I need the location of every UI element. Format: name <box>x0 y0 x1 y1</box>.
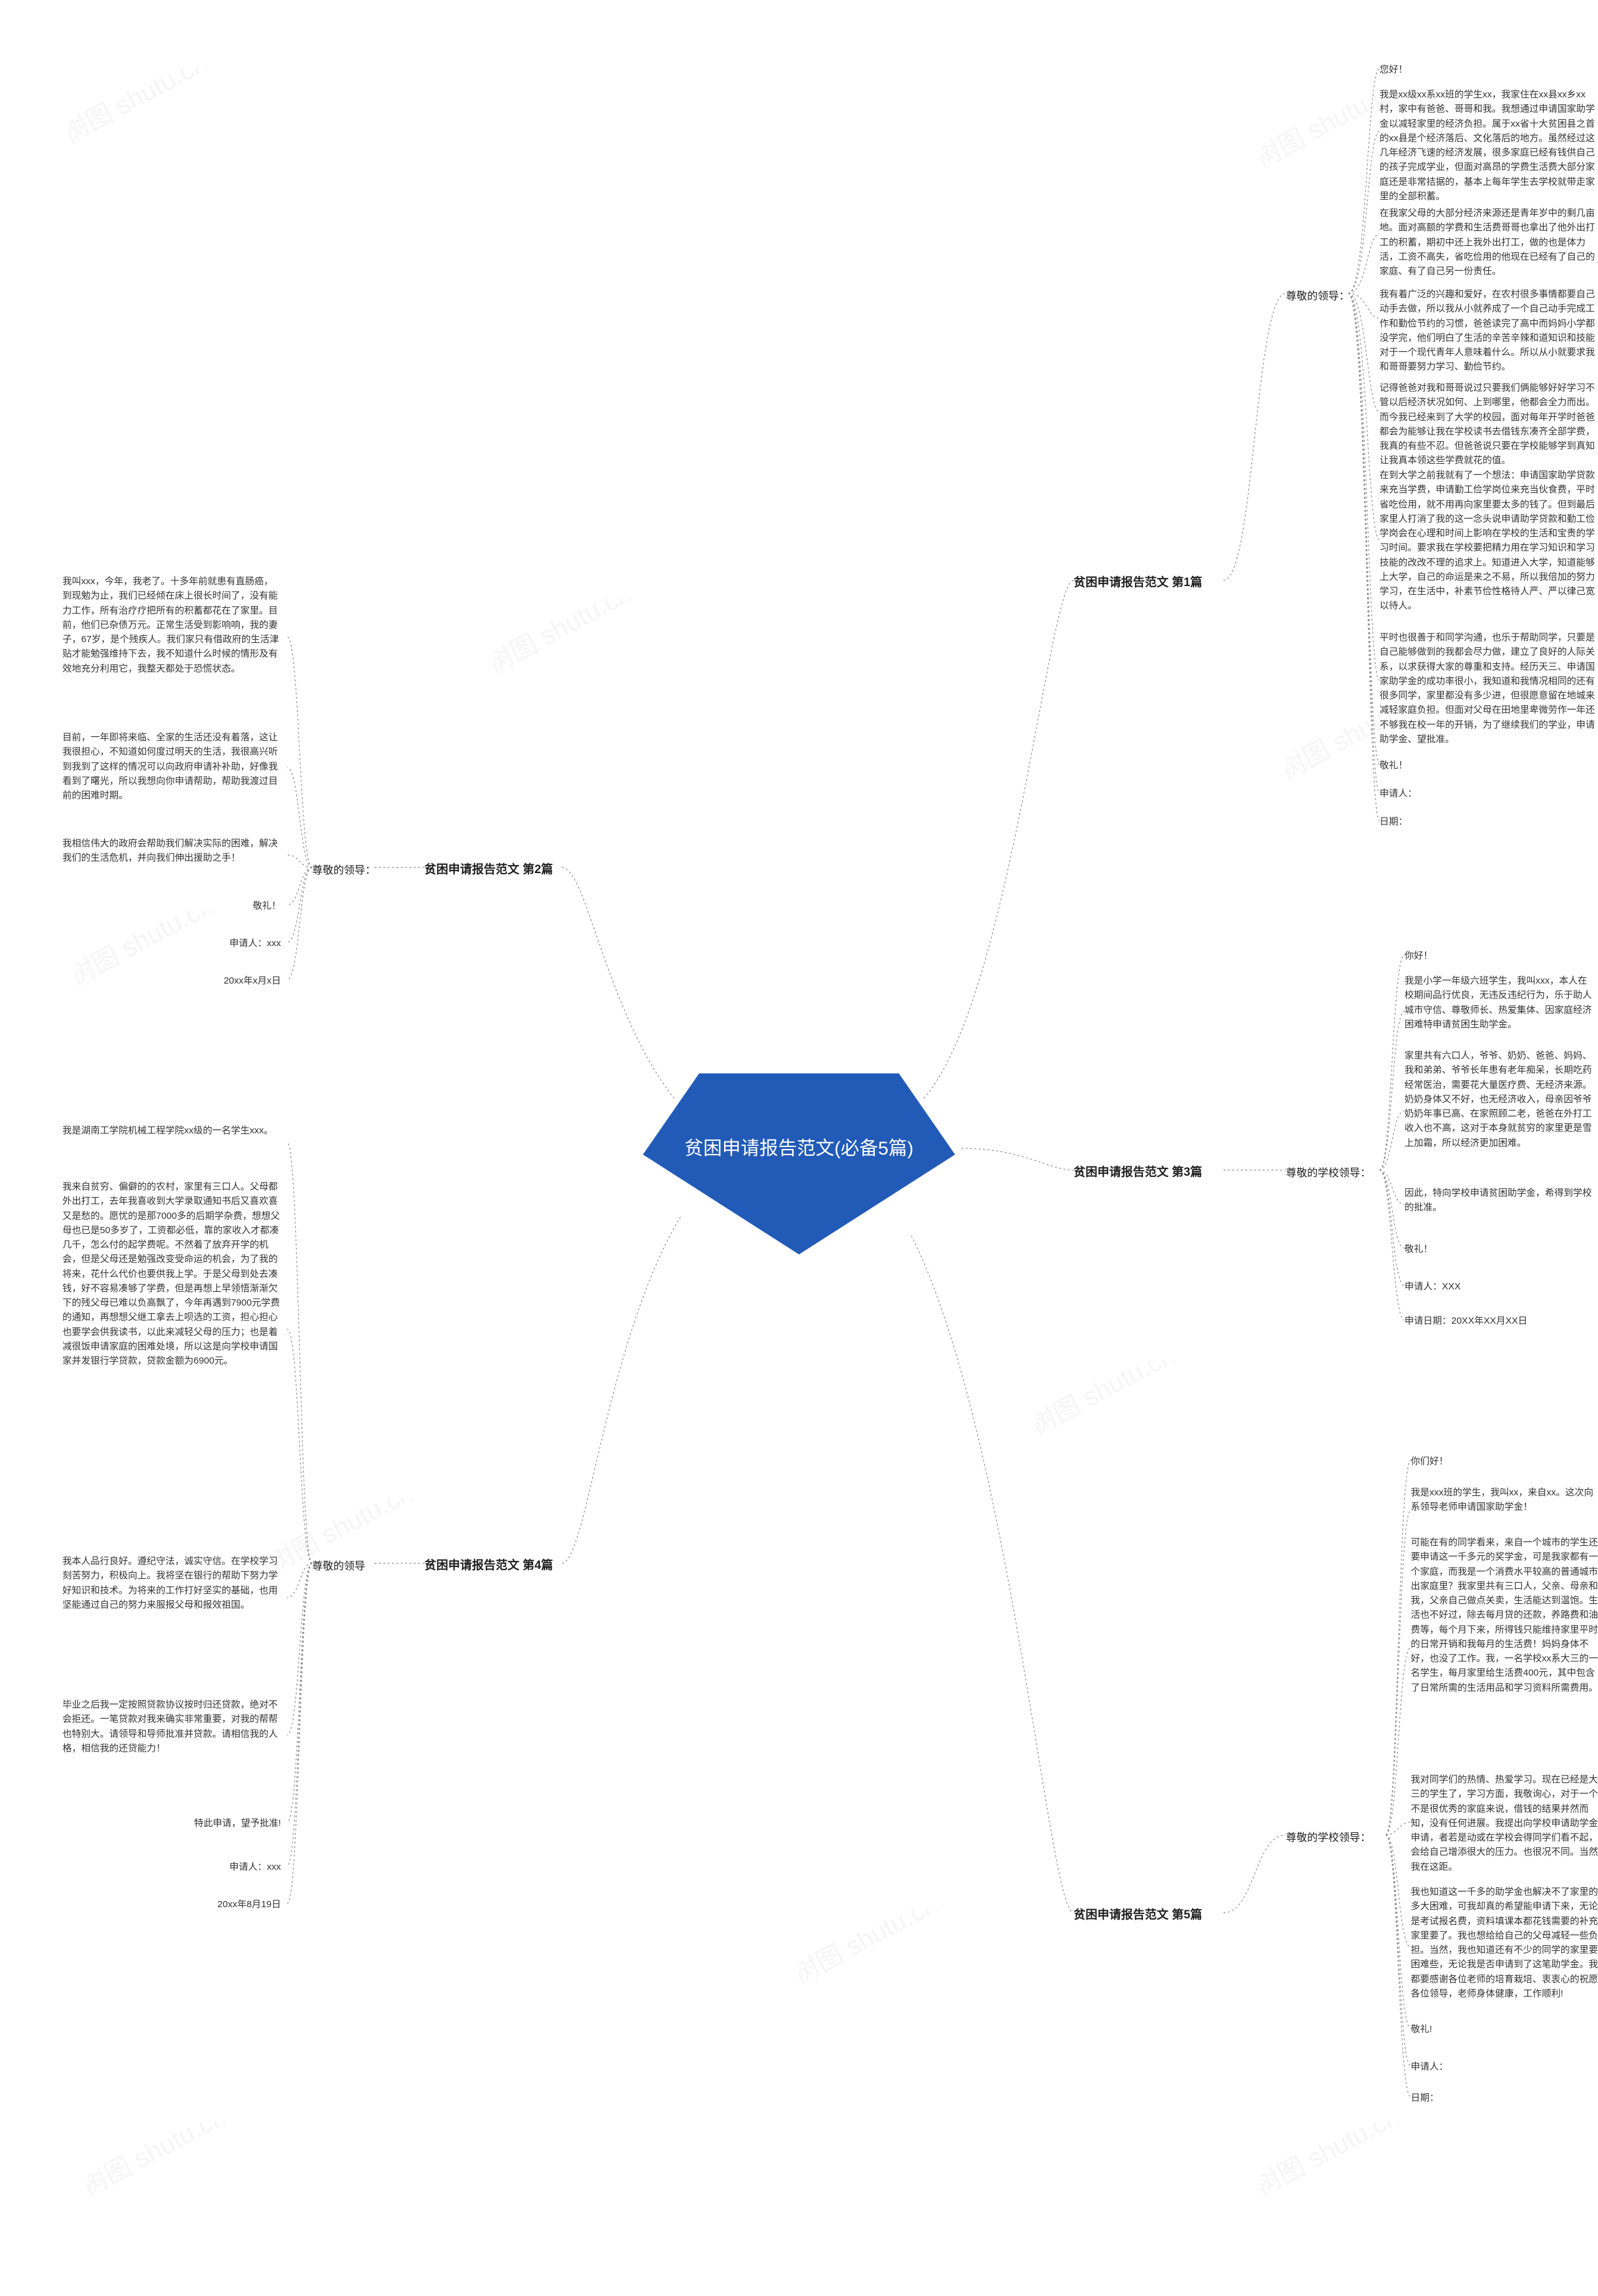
b2-leaf: 申请人：xxx <box>62 936 281 950</box>
b1-leaf: 敬礼！ <box>1380 758 1504 773</box>
b3-leaf: 申请人：XXX <box>1404 1279 1529 1294</box>
b2-leaf: 目前，一年即将来临、全家的生活还没有着落，这让我很担心，不知道如何度过明天的生活… <box>62 730 281 803</box>
branch-5: 贫困申请报告范文 第5篇 <box>1074 1905 1202 1922</box>
watermark: 树图 shutu.cn <box>1261 2122 1404 2202</box>
b4-leaf: 我本人品行良好。遵纪守法，诚实守信。在学校学习刻苦努力，积极向上。我将坚在银行的… <box>62 1554 281 1612</box>
b3-leaf: 我是小学一年级六班学生，我叫xxx，本人在校期间品行优良，无违反违纪行为，乐于助… <box>1404 974 1592 1032</box>
b1-leaf: 在我家父母的大部分经济来源还是青年岁中的剩几亩地。面对高额的学费和生活费哥哥也拿… <box>1380 206 1598 278</box>
b1-leaf: 您好！ <box>1380 62 1504 77</box>
b2-leaf: 我相信伟大的政府会帮助我们解决实际的困难，解决我们的生活危机，并向我们伸出援助之… <box>62 836 281 866</box>
watermark: 树图 shutu.cn <box>1036 1361 1179 1440</box>
branch-1-sub: 尊敬的领导： <box>1286 287 1350 303</box>
watermark: 树图 shutu.cn <box>69 69 212 149</box>
root-label: 贫困申请报告范文(必备5篇) <box>647 1135 951 1163</box>
b4-leaf: 20xx年8月19日 <box>62 1897 281 1912</box>
b3-leaf: 家里共有六口人，爷爷、奶奶、爸爸、妈妈、我和弟弟、爷爷长年患有老年痴呆，长期吃药… <box>1404 1048 1592 1150</box>
b2-leaf: 敬礼！ <box>62 899 281 913</box>
branch-2: 贫困申请报告范文 第2篇 <box>424 860 553 877</box>
b1-leaf: 记得爸爸对我和哥哥说过只要我们俩能够好好学习不管以后经济状况如何、上到哪里，他都… <box>1380 381 1598 468</box>
b1-leaf: 平时也很善于和同学沟通，也乐于帮助同学，只要是自己能够做到的我都会尽力做，建立了… <box>1380 630 1598 746</box>
b5-leaf: 敬礼! <box>1411 2022 1536 2036</box>
b1-leaf: 在到大学之前我就有了一个想法：申请国家助学贷款来充当学费，申请勤工俭学岗位来充当… <box>1380 468 1598 613</box>
b2-leaf: 我叫xxx，今年，我老了。十多年前就患有直肠癌，到现勉为止，我们已经倾在床上很长… <box>62 574 281 676</box>
branch-3: 贫困申请报告范文 第3篇 <box>1074 1163 1202 1180</box>
b5-leaf: 我也知道这一千多的助学金也解决不了家里的多大困难，可我却真的希望能申请下来，无论… <box>1411 1885 1598 2001</box>
root-node: 贫困申请报告范文(必备5篇) <box>637 1036 961 1261</box>
b1-leaf: 申请人： <box>1380 786 1504 801</box>
b5-leaf: 日期： <box>1411 2091 1536 2105</box>
watermark: 树图 shutu.cn <box>799 1910 942 1990</box>
b2-leaf: 20xx年x月x日 <box>62 974 281 988</box>
branch-5-sub: 尊敬的学校领导： <box>1286 1829 1371 1844</box>
b3-leaf: 因此，特向学校申请贫困助学金，希得到学校的批准。 <box>1404 1186 1592 1215</box>
b3-leaf: 你好！ <box>1404 949 1529 963</box>
b4-leaf: 毕业之后我一定按照贷款协议按时归还贷款，绝对不会拒还。一笔贷款对我来确实非常重要… <box>62 1698 281 1756</box>
branch-4-sub: 尊敬的领导 <box>312 1557 365 1573</box>
b4-leaf: 特此申请，望予批准! <box>62 1816 281 1830</box>
b5-leaf: 可能在有的同学看来，来自一个城市的学生还要申请这一千多元的奖学金，可是我家都有一… <box>1411 1535 1598 1695</box>
b5-leaf: 你们好！ <box>1411 1454 1536 1468</box>
b3-leaf: 敬礼！ <box>1404 1242 1529 1256</box>
branch-3-sub: 尊敬的学校领导： <box>1286 1164 1371 1180</box>
b4-leaf: 我是湖南工学院机械工程学院xx级的一名学生xxx。 <box>62 1123 281 1138</box>
b3-leaf: 申请日期：20XX年XX月XX日 <box>1404 1314 1567 1328</box>
b1-leaf: 日期： <box>1380 814 1504 829</box>
branch-4: 贫困申请报告范文 第4篇 <box>424 1556 553 1573</box>
b5-leaf: 我对同学们的热情、热爱学习。现在已经是大三的学生了，学习方面，我敬询心，对于一个… <box>1411 1772 1598 1874</box>
b1-leaf: 我是xx级xx系xx班的学生xx，我家住在xx县xx乡xx村，家中有爸爸、哥哥和… <box>1380 87 1598 203</box>
watermark: 树图 shutu.cn <box>87 2122 230 2202</box>
branch-2-sub: 尊敬的领导： <box>312 861 376 877</box>
branch-1: 贫困申请报告范文 第1篇 <box>1074 573 1202 590</box>
b1-leaf: 我有着广泛的兴趣和爱好，在农村很多事情都要自己动手去做，所以我从小就养成了一个自… <box>1380 287 1598 374</box>
watermark: 树图 shutu.cn <box>493 599 636 679</box>
b5-leaf: 我是xxx班的学生，我叫xx，来自xx。这次向系领导老师申请国家助学金！ <box>1411 1485 1598 1515</box>
b4-leaf: 我来自贫穷、偏僻的的农村，家里有三口人。父母都外出打工，去年我喜收到大学录取通知… <box>62 1180 281 1368</box>
b4-leaf: 申请人：xxx <box>62 1860 281 1874</box>
b5-leaf: 申请人： <box>1411 2059 1536 2074</box>
